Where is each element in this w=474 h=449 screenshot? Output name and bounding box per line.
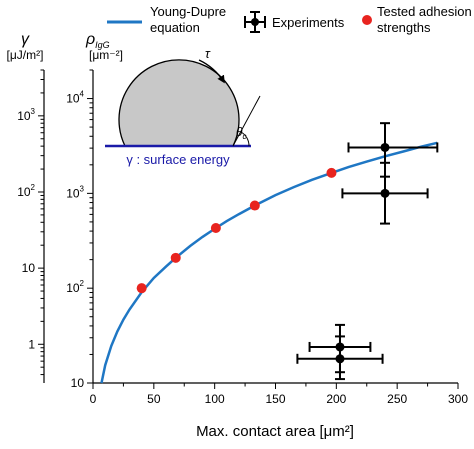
tau-label: τ (205, 46, 211, 61)
surface-energy-label: γ : surface energy (126, 152, 230, 167)
x-axis-label: Max. contact area [μm²] (196, 423, 354, 440)
tick-label: 1 (28, 337, 35, 351)
x-tick-label: 0 (90, 392, 97, 406)
contact-tangent (232, 95, 261, 147)
rho-symbol: ρIgG (85, 31, 110, 50)
x-tick-label: 150 (265, 392, 285, 406)
legend: Young-Dupre equation Experiments Tested … (107, 4, 474, 35)
tested-point (136, 283, 147, 294)
rho-unit: [μm⁻²] (89, 48, 123, 62)
x-tick-label: 300 (448, 392, 468, 406)
plot-area (100, 122, 439, 384)
contact-angle-label: θc (236, 125, 247, 141)
gamma-axis-ticks: 1 10 102 103 (17, 69, 44, 376)
legend-experiments-label: Experiments (272, 15, 345, 30)
legend-tested-label: Tested adhesion strengths (377, 4, 474, 35)
x-axis-ticks: 0 50 100 150 200 250 300 (90, 383, 468, 406)
gamma-symbol: γ (21, 31, 30, 48)
gamma-unit: [μJ/m²] (7, 48, 44, 62)
x-tick-label: 50 (147, 392, 161, 406)
legend-tested-swatch (362, 15, 372, 25)
x-tick-label: 100 (205, 392, 225, 406)
legend-line-label: Young-Dupre equation (150, 4, 230, 35)
tested-point (170, 252, 181, 263)
contact-angle-arc (240, 131, 250, 147)
tick-label: 10 (71, 376, 85, 390)
young-dupre-line (100, 141, 438, 384)
tick-label: 103 (66, 184, 84, 200)
tick-label: 104 (66, 90, 84, 106)
droplet-inset: τ θc γ : surface energy (105, 46, 261, 167)
tested-point (249, 200, 260, 211)
x-tick-label: 200 (326, 392, 346, 406)
tension-arrow (198, 59, 225, 84)
experiment-point (296, 335, 384, 381)
tick-label: 103 (17, 107, 35, 123)
tick-label: 10 (22, 261, 36, 275)
tick-label: 102 (66, 279, 84, 295)
gamma-axis-title: γ [μJ/m²] (7, 31, 44, 62)
tick-label: 102 (17, 183, 35, 199)
tested-point (326, 167, 337, 178)
droplet-shape (118, 59, 240, 147)
x-tick-label: 250 (387, 392, 407, 406)
experiment-point (341, 161, 429, 225)
rho-axis-title: ρIgG [μm⁻²] (85, 31, 123, 62)
legend-experiments-swatch (244, 11, 266, 33)
rho-axis-ticks: 10 102 103 104 (66, 69, 93, 390)
tested-point (210, 223, 221, 234)
experiment-point (347, 122, 439, 178)
